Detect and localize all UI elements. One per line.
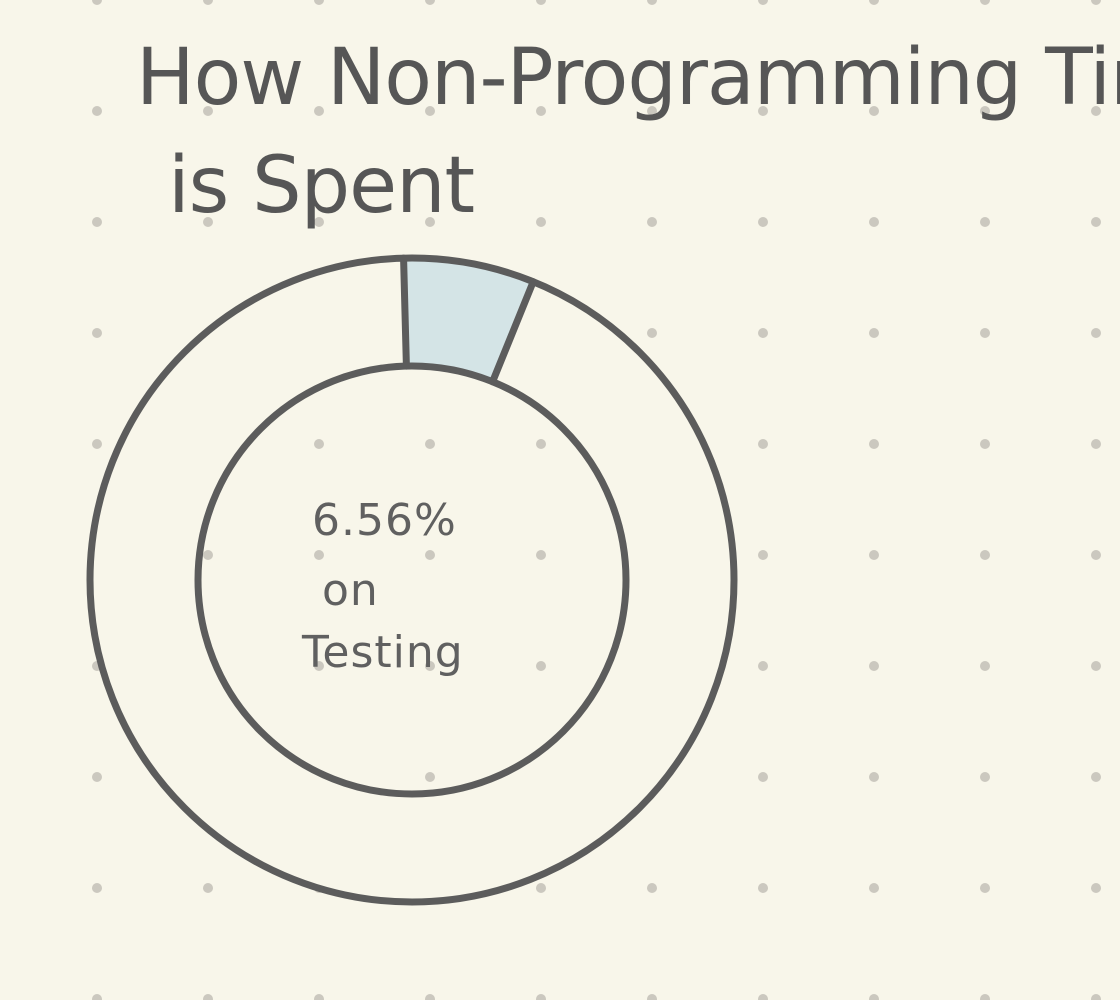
grid-dot bbox=[425, 994, 435, 1000]
grid-dot bbox=[314, 0, 324, 5]
grid-dot bbox=[647, 217, 657, 227]
grid-dot bbox=[1091, 328, 1101, 338]
grid-dot bbox=[536, 550, 546, 560]
grid-dot bbox=[647, 106, 657, 116]
grid-dot bbox=[1091, 994, 1101, 1000]
grid-dot bbox=[92, 994, 102, 1000]
grid-dot bbox=[1091, 550, 1101, 560]
grid-dot bbox=[980, 439, 990, 449]
grid-dot bbox=[425, 106, 435, 116]
grid-dot bbox=[425, 772, 435, 782]
chart-title-line-1: How Non-Programming Time bbox=[136, 33, 1120, 123]
grid-dot bbox=[758, 883, 768, 893]
grid-dot bbox=[758, 217, 768, 227]
grid-dot bbox=[980, 217, 990, 227]
grid-dot bbox=[758, 328, 768, 338]
grid-dot bbox=[203, 217, 213, 227]
grid-dot bbox=[647, 0, 657, 5]
grid-dot bbox=[92, 439, 102, 449]
grid-dot bbox=[758, 772, 768, 782]
slice-remainder bbox=[90, 258, 735, 902]
center-label: 6.56% on Testing bbox=[301, 495, 464, 678]
grid-dot bbox=[1091, 106, 1101, 116]
grid-dot bbox=[92, 883, 102, 893]
donut-ring bbox=[86, 254, 738, 906]
grid-dot bbox=[203, 883, 213, 893]
grid-dot bbox=[536, 994, 546, 1000]
grid-dot bbox=[1091, 217, 1101, 227]
grid-dot bbox=[758, 106, 768, 116]
grid-dot bbox=[758, 550, 768, 560]
grid-dot bbox=[758, 439, 768, 449]
grid-dot bbox=[1091, 0, 1101, 5]
grid-dot bbox=[203, 106, 213, 116]
grid-dot bbox=[980, 661, 990, 671]
grid-dot bbox=[536, 217, 546, 227]
grid-dot bbox=[647, 994, 657, 1000]
grid-dot bbox=[92, 328, 102, 338]
chart-title-line-2: is Spent bbox=[168, 141, 474, 231]
grid-dot bbox=[869, 439, 879, 449]
grid-dot bbox=[314, 217, 324, 227]
grid-dot bbox=[92, 772, 102, 782]
grid-dot bbox=[314, 994, 324, 1000]
grid-dot bbox=[980, 106, 990, 116]
grid-dot bbox=[869, 994, 879, 1000]
slice-testing bbox=[403, 258, 534, 382]
grid-dot bbox=[1091, 661, 1101, 671]
center-label-value: 6.56% bbox=[312, 495, 457, 546]
grid-dot bbox=[536, 883, 546, 893]
grid-dot bbox=[203, 994, 213, 1000]
slice-divider-start bbox=[400, 254, 410, 370]
grid-dot bbox=[425, 217, 435, 227]
grid-dot bbox=[980, 0, 990, 5]
grid-dot bbox=[92, 217, 102, 227]
center-label-line-testing: Testing bbox=[301, 627, 464, 678]
grid-dot bbox=[869, 217, 879, 227]
grid-dot bbox=[92, 0, 102, 5]
grid-dot bbox=[758, 994, 768, 1000]
grid-dot bbox=[869, 661, 879, 671]
grid-dot bbox=[980, 883, 990, 893]
grid-dot bbox=[314, 550, 324, 560]
grid-dot bbox=[980, 328, 990, 338]
grid-dot bbox=[758, 0, 768, 5]
grid-dot bbox=[758, 661, 768, 671]
grid-dot bbox=[425, 550, 435, 560]
grid-dot bbox=[869, 883, 879, 893]
grid-dot bbox=[425, 0, 435, 5]
grid-dot bbox=[980, 550, 990, 560]
grid-dot bbox=[536, 661, 546, 671]
donut-inner-edge bbox=[194, 362, 630, 798]
grid-dot bbox=[92, 106, 102, 116]
grid-dot bbox=[1091, 439, 1101, 449]
grid-dot bbox=[536, 0, 546, 5]
grid-dot bbox=[647, 883, 657, 893]
grid-dot bbox=[536, 106, 546, 116]
grid-dot bbox=[314, 661, 324, 671]
grid-dot bbox=[425, 439, 435, 449]
grid-dot bbox=[869, 550, 879, 560]
grid-dot bbox=[1091, 883, 1101, 893]
grid-dot bbox=[647, 328, 657, 338]
slice-divider-end bbox=[489, 278, 537, 386]
donut-outer-edge bbox=[86, 254, 738, 906]
grid-dot bbox=[869, 106, 879, 116]
grid-dot bbox=[314, 106, 324, 116]
grid-dot bbox=[425, 661, 435, 671]
grid-dot bbox=[980, 994, 990, 1000]
grid-dot bbox=[980, 772, 990, 782]
grid-dot bbox=[1091, 772, 1101, 782]
grid-dot bbox=[314, 439, 324, 449]
grid-dot bbox=[203, 550, 213, 560]
center-label-line-on: on bbox=[322, 565, 379, 616]
grid-dot bbox=[869, 0, 879, 5]
grid-dot bbox=[869, 328, 879, 338]
grid-dot bbox=[536, 439, 546, 449]
grid-dot bbox=[869, 772, 879, 782]
grid-dot bbox=[203, 0, 213, 5]
